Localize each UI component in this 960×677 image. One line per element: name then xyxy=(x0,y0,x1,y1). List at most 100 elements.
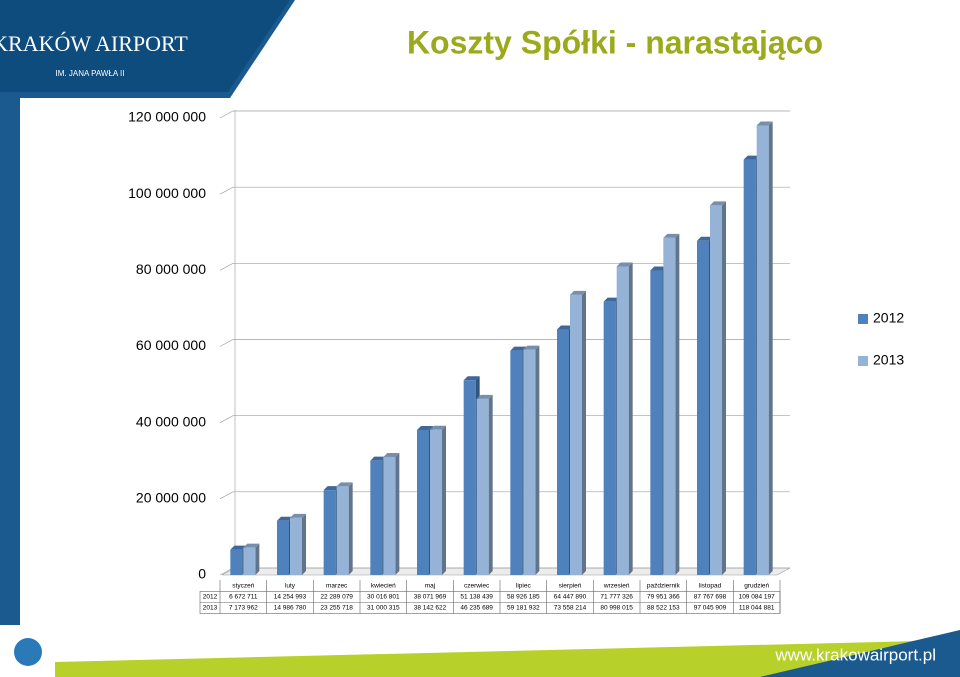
table-value: 64 447 890 xyxy=(554,594,587,601)
bar-top xyxy=(476,394,493,399)
bar xyxy=(323,490,336,575)
bar-top xyxy=(277,516,293,521)
x-tick-label: sierpień xyxy=(559,583,582,590)
table-value: 87 767 698 xyxy=(694,594,727,601)
y-tick-label: 0 xyxy=(198,566,206,582)
bar-top xyxy=(663,233,680,238)
bar-top xyxy=(570,290,586,295)
bar-side xyxy=(255,543,260,575)
bar xyxy=(430,429,442,575)
bar-top xyxy=(510,346,527,351)
bar-top xyxy=(557,325,573,330)
table-value: 118 044 881 xyxy=(739,605,775,612)
bar xyxy=(290,517,302,575)
table-value: 80 998 015 xyxy=(600,605,633,612)
bar-side xyxy=(395,452,400,575)
bar-top xyxy=(290,513,306,518)
bar-side xyxy=(675,233,680,576)
grid-line xyxy=(219,262,790,271)
bar xyxy=(570,294,582,575)
bar-side xyxy=(302,513,306,575)
bar-top xyxy=(430,425,446,430)
x-tick-label: marzec xyxy=(326,583,348,590)
table-value: 46 235 689 xyxy=(460,605,493,612)
x-tick-label: czerwiec xyxy=(464,583,490,590)
footer-stripe xyxy=(55,640,960,677)
logo-bg xyxy=(0,0,290,92)
bar-side xyxy=(535,345,540,575)
bar xyxy=(230,549,243,575)
bar-top xyxy=(243,543,260,548)
grid-line xyxy=(219,186,790,195)
footer-url: www.krakowairport.pl xyxy=(774,645,936,664)
x-tick-label: maj xyxy=(425,583,435,590)
bar xyxy=(383,456,396,575)
bar-top xyxy=(697,236,713,241)
bar xyxy=(710,205,722,576)
table-value: 23 255 718 xyxy=(320,605,353,612)
table-value: 71 777 326 xyxy=(600,594,633,601)
legend-swatch xyxy=(858,314,868,324)
bar xyxy=(370,460,383,575)
table-value: 38 142 622 xyxy=(414,605,447,612)
chart-title: Koszty Spółki - narastająco xyxy=(407,24,823,60)
bar xyxy=(650,270,663,575)
bar-top xyxy=(417,426,433,431)
bar-side xyxy=(628,262,633,575)
x-tick-label: styczeń xyxy=(232,583,254,590)
table-value: 79 951 366 xyxy=(647,594,680,601)
table-value: 59 181 932 xyxy=(507,605,540,612)
table-value: 30 016 801 xyxy=(367,594,400,601)
table-value: 58 926 185 xyxy=(507,594,540,601)
table-value: 38 071 969 xyxy=(414,594,447,601)
y-tick-label: 80 000 000 xyxy=(136,261,206,277)
bar xyxy=(557,329,569,575)
bar-top xyxy=(756,121,773,126)
table-series-name: 2012 xyxy=(203,594,218,601)
table-value: 109 084 197 xyxy=(739,594,776,601)
bar-top xyxy=(383,452,400,457)
footer-dot xyxy=(14,638,42,666)
bar-side xyxy=(768,121,773,576)
bar-side xyxy=(488,394,493,575)
bar xyxy=(743,159,756,575)
x-tick-label: wrzesień xyxy=(603,583,630,590)
bar xyxy=(663,237,676,576)
bar xyxy=(336,486,349,575)
table-value: 97 045 909 xyxy=(694,605,727,612)
y-tick-label: 60 000 000 xyxy=(136,337,206,353)
x-tick-label: lipiec xyxy=(516,583,532,590)
footer-corner xyxy=(760,630,960,677)
table-value: 14 986 780 xyxy=(274,605,307,612)
logo-subtitle: IM. JANA PAWŁA II xyxy=(56,69,125,78)
bar-side xyxy=(442,425,446,575)
y-tick-label: 120 000 000 xyxy=(128,109,206,125)
table-value: 73 558 214 xyxy=(554,605,587,612)
table-value: 88 522 153 xyxy=(647,605,680,612)
bar-top xyxy=(323,486,340,491)
bar xyxy=(417,430,429,575)
bar xyxy=(463,380,476,575)
x-tick-label: luty xyxy=(285,583,296,590)
table-value: 7 173 962 xyxy=(229,605,258,612)
legend-label: 2012 xyxy=(873,310,904,326)
bar-top xyxy=(230,545,247,550)
bar-side xyxy=(582,290,586,575)
bar xyxy=(603,301,616,575)
x-tick-label: grudzień xyxy=(744,583,769,590)
bar xyxy=(697,240,709,575)
bar-top xyxy=(523,345,540,350)
grid-line xyxy=(219,110,790,119)
bar-top xyxy=(603,297,620,302)
legend-label: 2013 xyxy=(873,352,904,368)
bar-top xyxy=(616,262,633,267)
bar xyxy=(510,350,523,575)
logo-name: KRAKÓW AIRPORT xyxy=(0,31,188,56)
bar-top xyxy=(743,155,760,160)
table-value: 51 138 439 xyxy=(460,594,493,601)
bar-side xyxy=(348,482,353,575)
table-value: 31 000 315 xyxy=(367,605,400,612)
y-tick-label: 100 000 000 xyxy=(128,185,206,201)
bar xyxy=(277,520,289,575)
